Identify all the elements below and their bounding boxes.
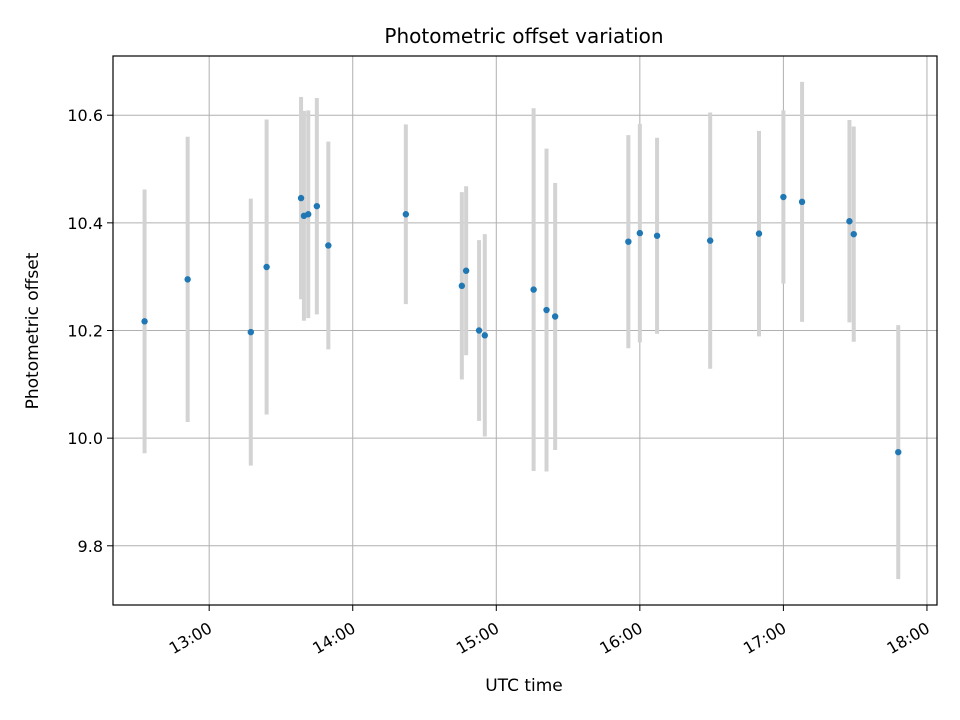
data-point xyxy=(313,202,321,210)
y-tick-label: 10.4 xyxy=(67,214,103,233)
data-point xyxy=(325,242,332,249)
data-point xyxy=(481,332,489,339)
data-point xyxy=(530,286,537,293)
y-tick-label: 10.2 xyxy=(67,322,103,341)
data-point xyxy=(551,313,559,320)
data-point xyxy=(247,328,255,336)
data-point xyxy=(636,229,644,237)
data-point xyxy=(846,218,853,225)
data-point xyxy=(462,267,470,274)
y-tick-label: 10.0 xyxy=(67,429,103,448)
data-point xyxy=(305,211,312,218)
data-point xyxy=(706,237,714,244)
data-point xyxy=(653,232,661,239)
data-point xyxy=(850,230,857,238)
y-tick-label: 9.8 xyxy=(78,537,103,556)
data-point xyxy=(798,198,806,206)
data-point xyxy=(895,448,902,456)
data-point xyxy=(755,230,763,237)
data-point xyxy=(184,276,191,283)
data-points xyxy=(141,193,902,456)
y-axis-title: Photometric offset xyxy=(23,252,43,409)
y-tick-label: 10.6 xyxy=(67,106,103,125)
data-point xyxy=(263,263,270,271)
data-point xyxy=(625,238,632,245)
x-axis-title: UTC time xyxy=(485,676,563,696)
data-point xyxy=(780,193,787,201)
data-point xyxy=(297,194,305,202)
data-point xyxy=(402,211,410,218)
chart-title: Photometric offset variation xyxy=(384,24,663,48)
data-point xyxy=(458,282,466,290)
data-point xyxy=(141,318,148,325)
data-point xyxy=(475,327,483,334)
data-point xyxy=(543,306,550,314)
